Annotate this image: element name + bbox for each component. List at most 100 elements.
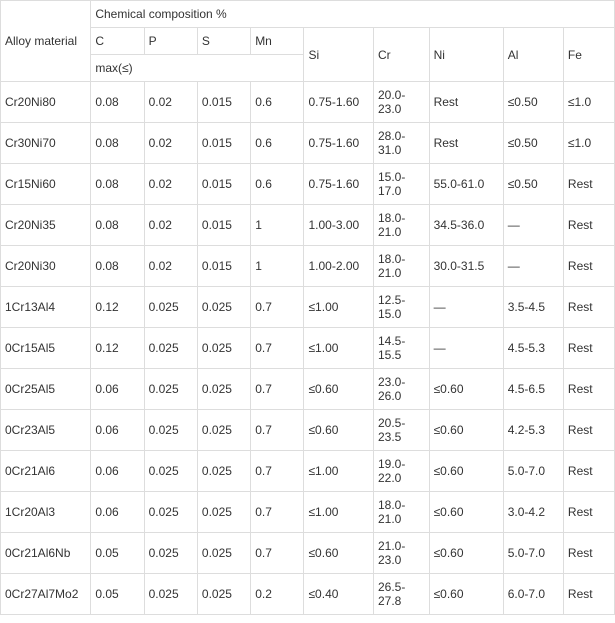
cell-fe: Rest: [563, 533, 614, 574]
cell-c: 0.05: [91, 533, 144, 574]
cell-fe: ≤1.0: [563, 82, 614, 123]
cell-cr: 18.0-21.0: [373, 246, 429, 287]
cell-mn: 1: [251, 205, 304, 246]
cell-p: 0.025: [144, 369, 197, 410]
table-row: Cr20Ni300.080.020.01511.00-2.0018.0-21.0…: [1, 246, 615, 287]
cell-s: 0.015: [197, 164, 250, 205]
cell-cr: 19.0-22.0: [373, 451, 429, 492]
cell-si: ≤1.00: [304, 328, 374, 369]
cell-mn: 0.7: [251, 492, 304, 533]
cell-c: 0.06: [91, 451, 144, 492]
cell-c: 0.08: [91, 82, 144, 123]
cell-p: 0.02: [144, 205, 197, 246]
cell-fe: Rest: [563, 164, 614, 205]
cell-name: Cr30Ni70: [1, 123, 91, 164]
cell-si: 0.75-1.60: [304, 123, 374, 164]
cell-p: 0.025: [144, 451, 197, 492]
cell-al: —: [503, 246, 563, 287]
cell-c: 0.12: [91, 287, 144, 328]
cell-c: 0.06: [91, 492, 144, 533]
cell-fe: Rest: [563, 369, 614, 410]
table-body: Cr20Ni800.080.020.0150.60.75-1.6020.0-23…: [1, 82, 615, 615]
table-row: 0Cr15Al50.120.0250.0250.7≤1.0014.5-15.5—…: [1, 328, 615, 369]
table-head: Alloy material Chemical composition % C …: [1, 1, 615, 82]
cell-p: 0.02: [144, 123, 197, 164]
cell-si: ≤0.60: [304, 369, 374, 410]
cell-name: Cr20Ni30: [1, 246, 91, 287]
cell-c: 0.05: [91, 574, 144, 615]
cell-s: 0.025: [197, 328, 250, 369]
cell-p: 0.025: [144, 574, 197, 615]
cell-si: 0.75-1.60: [304, 82, 374, 123]
cell-al: 5.0-7.0: [503, 533, 563, 574]
cell-fe: Rest: [563, 328, 614, 369]
cell-al: 4.5-5.3: [503, 328, 563, 369]
cell-ni: ≤0.60: [429, 492, 503, 533]
cell-al: —: [503, 205, 563, 246]
cell-p: 0.025: [144, 492, 197, 533]
cell-si: ≤0.40: [304, 574, 374, 615]
cell-ni: 55.0-61.0: [429, 164, 503, 205]
cell-s: 0.025: [197, 492, 250, 533]
cell-cr: 20.5-23.5: [373, 410, 429, 451]
table-row: 1Cr13Al40.120.0250.0250.7≤1.0012.5-15.0—…: [1, 287, 615, 328]
cell-mn: 0.6: [251, 82, 304, 123]
cell-mn: 0.2: [251, 574, 304, 615]
cell-si: ≤1.00: [304, 492, 374, 533]
table-row: Cr30Ni700.080.020.0150.60.75-1.6028.0-31…: [1, 123, 615, 164]
cell-al: 4.2-5.3: [503, 410, 563, 451]
cell-name: Cr20Ni35: [1, 205, 91, 246]
col-si: Si: [304, 28, 374, 82]
cell-mn: 0.7: [251, 287, 304, 328]
cell-al: ≤0.50: [503, 82, 563, 123]
cell-name: 0Cr15Al5: [1, 328, 91, 369]
cell-ni: ≤0.60: [429, 574, 503, 615]
col-subgroup-max: max(≤): [91, 55, 304, 82]
cell-p: 0.025: [144, 328, 197, 369]
cell-cr: 14.5-15.5: [373, 328, 429, 369]
cell-fe: Rest: [563, 492, 614, 533]
cell-mn: 0.7: [251, 410, 304, 451]
cell-c: 0.08: [91, 205, 144, 246]
col-al: Al: [503, 28, 563, 82]
cell-mn: 0.7: [251, 369, 304, 410]
cell-fe: ≤1.0: [563, 123, 614, 164]
col-alloy-material: Alloy material: [1, 1, 91, 82]
cell-fe: Rest: [563, 410, 614, 451]
cell-p: 0.025: [144, 287, 197, 328]
cell-s: 0.025: [197, 410, 250, 451]
cell-mn: 0.7: [251, 533, 304, 574]
cell-al: 3.5-4.5: [503, 287, 563, 328]
cell-ni: 34.5-36.0: [429, 205, 503, 246]
cell-s: 0.015: [197, 123, 250, 164]
cell-name: 0Cr21Al6: [1, 451, 91, 492]
cell-si: ≤0.60: [304, 533, 374, 574]
cell-s: 0.025: [197, 369, 250, 410]
cell-p: 0.02: [144, 82, 197, 123]
cell-cr: 18.0-21.0: [373, 492, 429, 533]
cell-name: Cr15Ni60: [1, 164, 91, 205]
cell-ni: —: [429, 328, 503, 369]
col-p: P: [144, 28, 197, 55]
composition-table: Alloy material Chemical composition % C …: [0, 0, 615, 615]
cell-s: 0.025: [197, 287, 250, 328]
cell-cr: 28.0-31.0: [373, 123, 429, 164]
table-row: 0Cr21Al6Nb0.050.0250.0250.7≤0.6021.0-23.…: [1, 533, 615, 574]
cell-p: 0.02: [144, 246, 197, 287]
cell-al: 6.0-7.0: [503, 574, 563, 615]
cell-cr: 15.0-17.0: [373, 164, 429, 205]
col-mn: Mn: [251, 28, 304, 55]
cell-mn: 0.7: [251, 328, 304, 369]
cell-mn: 1: [251, 246, 304, 287]
table-row: 1Cr20Al30.060.0250.0250.7≤1.0018.0-21.0≤…: [1, 492, 615, 533]
cell-al: 5.0-7.0: [503, 451, 563, 492]
cell-si: 1.00-3.00: [304, 205, 374, 246]
cell-ni: ≤0.60: [429, 533, 503, 574]
table-row: Cr20Ni350.080.020.01511.00-3.0018.0-21.0…: [1, 205, 615, 246]
cell-s: 0.025: [197, 533, 250, 574]
cell-cr: 23.0-26.0: [373, 369, 429, 410]
cell-fe: Rest: [563, 205, 614, 246]
cell-s: 0.025: [197, 574, 250, 615]
cell-si: ≤1.00: [304, 287, 374, 328]
cell-si: 1.00-2.00: [304, 246, 374, 287]
